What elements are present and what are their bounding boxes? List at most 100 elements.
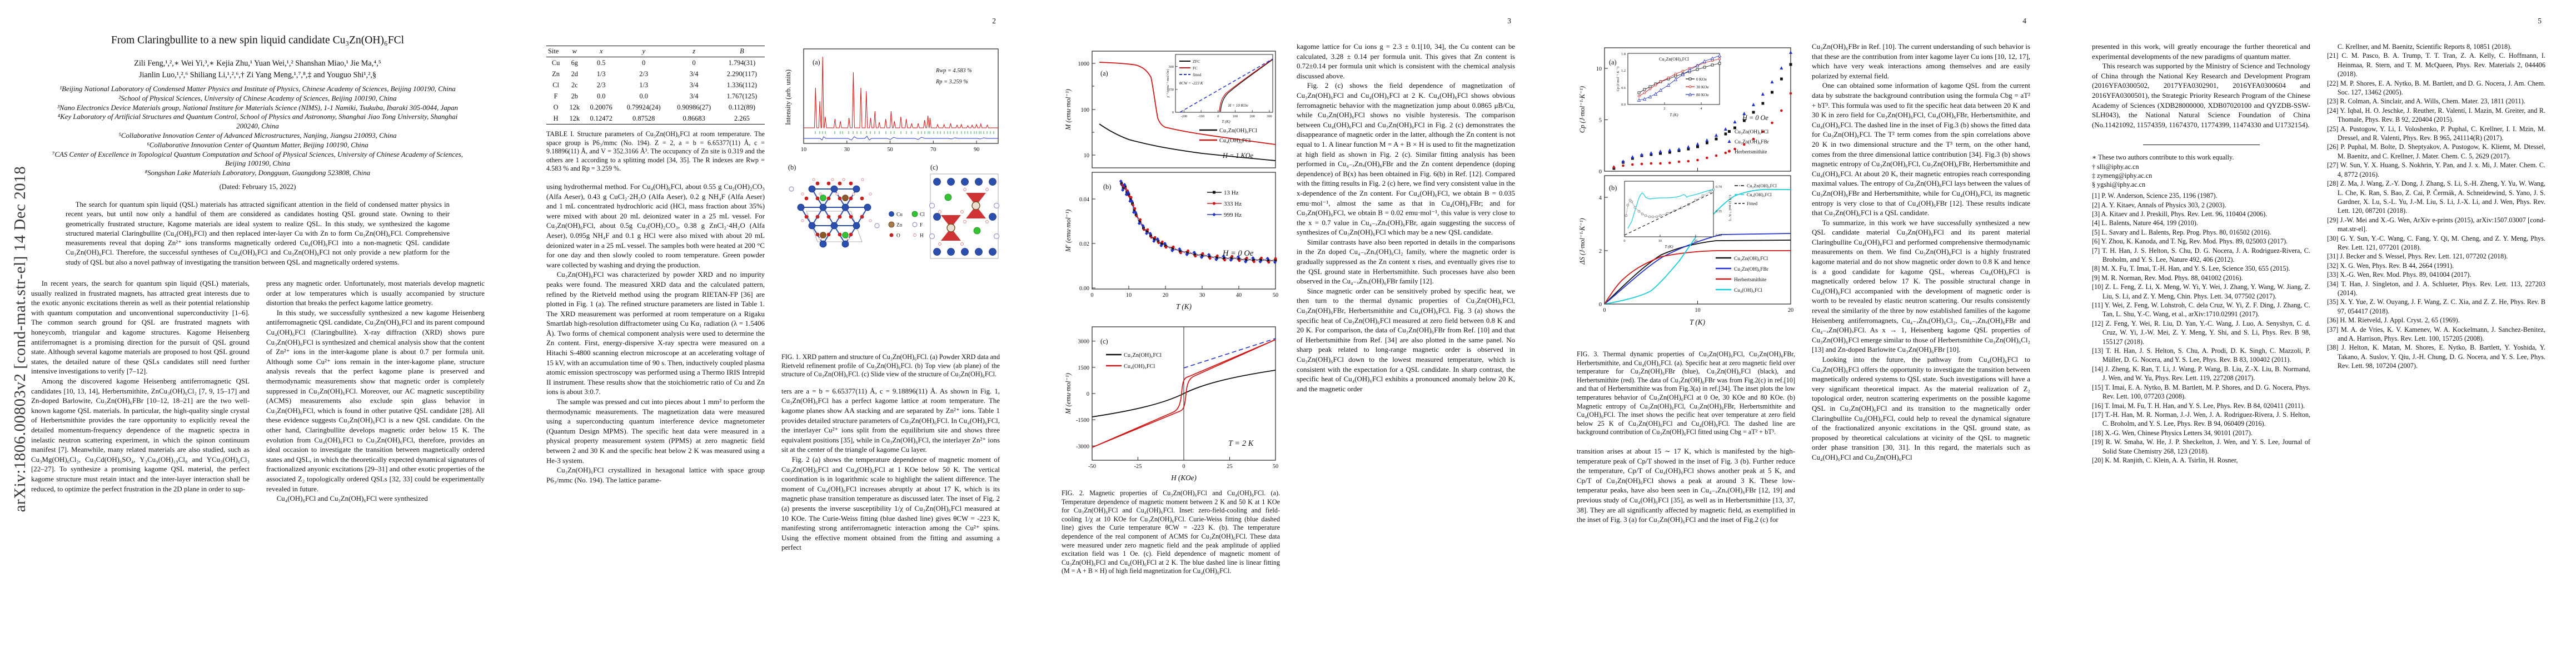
entropy-herb [1604,250,1791,305]
paragraph: Cu₄(OH)₆FCl and Cu₃Zn(OH)₆FCl were synth… [276,495,428,503]
tick-label: 1500 [1078,365,1089,371]
cu4-mh-curve [1092,339,1276,448]
paragraph: Fig. 2 (a) shows the temperature depende… [781,455,1000,552]
table-cell: 0.87528 [618,113,669,125]
table-cell: 0.86683 [669,113,719,125]
tick-label: 1000 [1078,61,1089,67]
reference: [23] R. Colman, A. Sinclair, and A. Will… [2327,97,2525,106]
y-axis-label: Intensity (arb. units) [784,69,792,125]
tick-label: 150 [1169,88,1174,92]
rp-value: Rp = 3.259 % [935,79,968,85]
tick-label: 0.70 [1716,185,1722,189]
col-header: y [618,46,669,57]
reference: [29] J.-W. Mei and X.-G. Wen, ArXiv e-pr… [2327,216,2545,233]
legend-label: 30 KOe [1696,85,1709,89]
legend-label: Herbertsmithite [1735,150,1767,155]
tick-label: 0 [1623,239,1625,243]
tick-label: -100 [1198,115,1204,118]
table-caption: TABLE I. Structure parameters of Cu₃Zn(O… [546,130,765,173]
page3-column-1: (a) 1000 100 10 M (emu·mol⁻¹) ZFC FC [1062,42,1280,576]
difference-line [804,136,998,141]
reference: [32] X. G. Wen, Phys. Rev. B 44, 2664 (1… [2327,261,2454,270]
table-row: O 12k 0.20076 0.79924(24) 0.90986(27) 0.112(8… [546,102,765,113]
panel-label: (a) [813,58,820,66]
tick-label: -50 [1088,464,1096,470]
legend-label: Cu₄(OH)₆FCl [1747,192,1772,197]
footnote: † slli@iphy.ac.cn [2092,162,2139,171]
paragraph: Among the discovered kagome Heisenberg a… [31,377,250,493]
table-cell: 1.794(31) [728,58,756,67]
tick-label: 10 [1126,292,1132,298]
page-5: 5 presented in this work, will greatly e… [2061,0,2576,667]
affiliation: ³Nano Electronics Device Materials group… [57,103,459,112]
table-cell: 0 [642,58,646,67]
side-view-chlorine [973,227,981,235]
reference: [27] W. Sun, Y. X. Huang, S. Nokhrin, Y.… [2327,161,2545,178]
col-header: B [719,46,765,57]
tick-label: 50 [887,147,893,153]
tick-label: 0.02 [1079,241,1089,247]
paragraph: The sample was pressed and cut into piec… [546,398,765,465]
paragraph: Similar contrasts have also been reporte… [1297,238,1515,286]
panel-label: (a) [1609,58,1617,66]
tick-label: 20 [1694,239,1697,243]
reference: [4] L. Balents, Nature 464, 199 (2010). [2092,219,2198,227]
x-axis-label: T (K) [1176,302,1192,311]
cu4-mh-curve-return [1092,339,1276,448]
reference: [21] C. M. Pasco, B. A. Trump, T. T. Tra… [2327,52,2545,78]
col-header: Site [546,46,566,57]
page4-column-1: (a) 10 5 0 Cp (J·mol⁻¹·K⁻¹) Cu₃Zn(OH)₆FC… [1577,42,1795,525]
panel-label: (b) [788,163,796,171]
paragraph: using hydrothermal method. For Cu₄(OH)₆F… [546,182,765,269]
table-cell: 0.112(89) [728,103,755,111]
reference: [33] X.-G. Wen, Rev. Mod. Phys. 89, 0410… [2327,271,2472,279]
table-cell: 0.12472 [584,113,619,125]
panel-label: (b) [1609,184,1617,192]
reference: [11] Y. Wei, Z. Feng, W. Lohstroh, C. de… [2092,301,2310,318]
tick-label: 0 [1599,302,1602,308]
figure-3-caption: FIG. 3. Thermal dynamic properties of Cu… [1577,350,1795,436]
acms-999hz [1119,180,1277,264]
page1-column-2: press any magnetic order. Unfortunately,… [266,279,485,504]
tick-label: 0.00 [1716,233,1722,237]
page4-column-2: Cu₃Zn(OH)₆FBr in Ref. [10]. The current … [1812,42,2030,525]
table-cell: Cl [552,81,559,89]
tick-label: 1.8 [1621,52,1626,56]
cu3zn-curve [1099,123,1276,161]
legend-label: 999 Hz [1224,212,1242,218]
paragraph: press any magnetic order. Unfortunately,… [266,280,485,307]
reference: [37] M. A. de Vries, K. V. Kamenev, W. A… [2327,325,2545,342]
tick-label: 25 [1227,464,1232,470]
field-label: H = 0 Oe [1742,114,1768,122]
page2-col1-text: using hydrothermal method. For Cu₄(OH)₆F… [546,182,765,485]
legend-label: Herbertsmithite [1734,277,1766,283]
affiliation: ⁴Key Laboratory of Artificial Structures… [57,113,458,131]
oxygen-atoms [804,181,864,237]
tick-label: -1500 [1076,417,1089,424]
cu3zn-mh-curve [1092,370,1276,417]
tick-label: 0 [1087,391,1089,397]
legend-label: Cu [896,212,903,218]
tick-label: 5 [1599,118,1602,124]
reference: [28] Z. Ma, J. Wang, Z.-Y. Dong, J. Zhan… [2327,180,2545,215]
tick-label: 10 [1695,307,1700,313]
paragraph: Cu₃Zn(OH)₆FCl was characterized by powde… [546,271,765,396]
arxiv-id-text: arXiv:1806.00803v2 [cond-mat.str-el] 14 … [11,166,29,512]
tick-label: -25 [1134,464,1142,470]
paragraph: transition arises at about 15 ∼ 17 K, wh… [1577,447,1795,524]
y-axis-label: ΔS (J·mol⁻¹·K⁻¹) [1578,218,1586,265]
side-view-fluorine [929,202,1000,240]
inset-x-label: T (K) [1665,245,1673,249]
reference: [18] X.-G. Wen, Chinese Physics Letters … [2092,429,2253,437]
temp-label: T = 2 K [1228,439,1254,448]
rwp-value: Rwp = 4.583 % [935,68,972,74]
tick-label: 100 [1081,107,1089,113]
table-cell: 2c [571,81,578,89]
inset-field-label: H = 10 KOe [1228,103,1249,108]
fig1-legend: Cu Zn O Cl F H [888,211,925,239]
table-cell: 3/4 [689,81,699,89]
reference: [16] T. Imai, M. Fu, T. H. Han, and Y. S… [2092,401,2305,410]
affiliation: ⁶Collaborative Innovation Center of Quan… [147,141,368,149]
col-header: z [669,46,719,57]
reference: [5] L. Savary and L. Balents, Rep. Prog.… [2092,228,2271,236]
